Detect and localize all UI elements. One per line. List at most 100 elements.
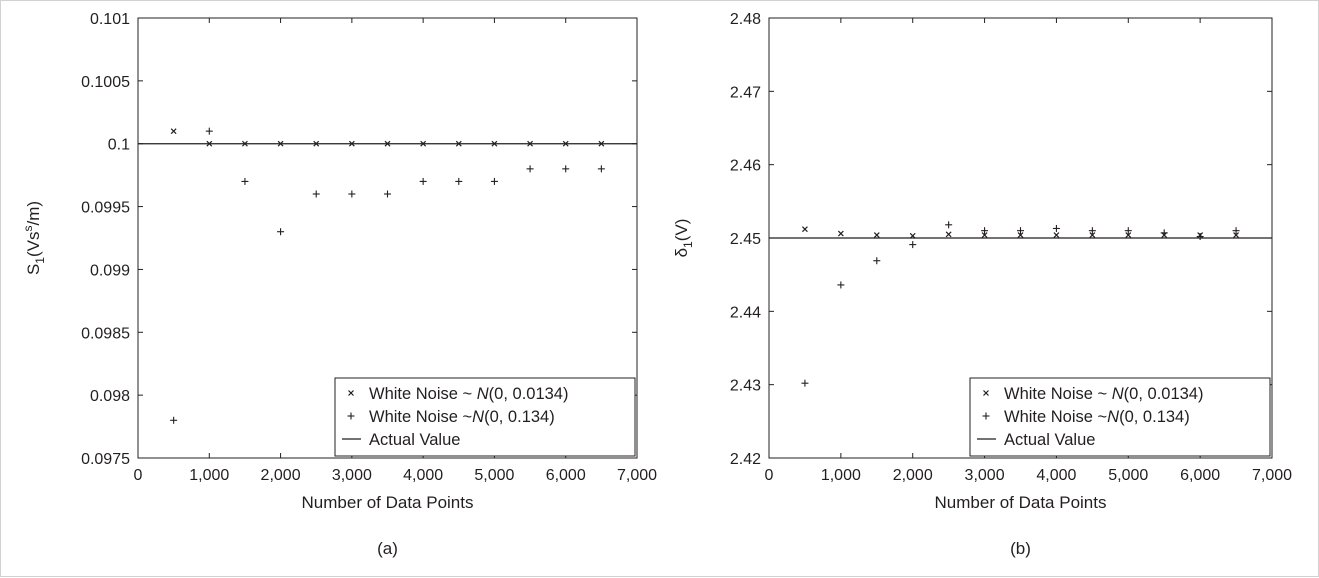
panel-a-plot-frame [137,17,638,459]
panel-a-legend-entry: White Noise ~ N(0, 0.0134) [348,385,568,403]
panel-b-ylabel-subscript: 1 [681,241,695,248]
panel-b-point-x [1017,232,1024,238]
panel-b-ytick-label: 2.45 [730,231,761,248]
panel-b-point-plus [1232,227,1240,235]
panel-a-point-plus [170,416,178,424]
panel-a-xtick-label: 2,000 [261,467,301,484]
panel-a-series-plus [170,127,605,424]
panel-a-point-plus [562,165,570,173]
panel-b-point-plus [1124,227,1132,235]
panel-a-legend-label-italic: N [477,385,489,403]
panel-a-xtick-label: 4,000 [403,467,443,484]
panel-b-point-plus [1160,229,1168,237]
panel-a-point-plus [455,177,463,185]
panel-b-legend-label: Actual Value [1004,431,1095,449]
panel-b-point-x-stroke-b [837,230,844,237]
panel-b-legend: White Noise ~ N(0, 0.0134) White Noise ~N… [969,377,1271,457]
panel-b-point-x [802,226,808,233]
panel-b-point-x-stroke-b [1233,232,1239,238]
panel-b-point-x [1089,232,1096,238]
panel-a-xtick-label: 1,000 [189,467,229,484]
panel-a-legend-label-suffix: (0, 0.0134) [489,385,569,403]
panel-b-xtick-label: 6,000 [1180,467,1220,484]
panel-a-ytick-label: 0.1 [108,137,130,154]
panel-a-legend-box [334,377,636,457]
panel-a-xtick-label: 5,000 [474,467,514,484]
panel-a-ytick-label: 0.098 [90,388,130,405]
panel-a-point-plus [419,177,427,185]
panel-b-ytick-label: 2.48 [730,11,761,28]
panel-b-point-plus [801,379,809,387]
panel-b-legend-label: White Noise ~ N(0, 0.0134) [1004,385,1203,403]
panel-b-point-plus [945,221,953,229]
panel-a-ytick-label: 0.101 [90,11,130,28]
panel-b-point-plus [1196,233,1204,241]
panel-a-point-plus [277,228,285,236]
panel-b-point-plus [1088,227,1096,235]
panel-b-point-x-stroke-b [1053,232,1060,238]
panel-b-legend-label-italic: N [1107,408,1119,426]
panel-b-group: 0 1,000 2,000 3,000 4,000 5,000 6,000 7,000 2.42… [672,11,1292,558]
panel-b-legend-entry: White Noise ~N(0, 0.134) [982,408,1190,426]
panel-b-xtick-label: 2,000 [893,467,933,484]
panel-a-x-axis-label: Number of Data Points [302,493,474,512]
panel-a-legend-entry: White Noise ~N(0, 0.134) [347,408,555,426]
panel-a-point-x [170,128,177,135]
panel-a-xtick-label: 3,000 [332,467,372,484]
panel-b-xtick-label: 0 [765,467,774,484]
panel-a-legend-entry: Actual Value [342,431,460,449]
panel-a-point-plus [241,177,249,185]
panel-a-xtick-label: 0 [134,467,143,484]
panel-b-legend-label-suffix: (0, 0.0134) [1124,385,1204,403]
panel-b-point-x-stroke-b [802,226,808,233]
panel-b-point-x-stroke-b [945,231,952,238]
panel-b-ytick-label: 2.44 [730,304,761,321]
panel-b-point-x [981,232,988,238]
panel-b-y-axis-label: δ1(V) [672,219,695,258]
panel-a-legend-swatch-plus [347,412,355,420]
panel-b-xtick-label: 7,000 [1252,467,1292,484]
panel-b-xtick-label: 3,000 [965,467,1005,484]
panel-a-ylabel-subscript: 1 [33,257,47,264]
panel-b-ytick-label: 2.46 [730,158,761,175]
panel-b-ytick-label: 2.47 [730,84,761,101]
panel-a-legend: White Noise ~ N(0, 0.0134)White Noise ~N… [334,377,636,457]
panel-b-legend-label-suffix: (0, 0.134) [1119,408,1190,426]
panel-a-legend-label: White Noise ~ N(0, 0.0134) [369,385,568,403]
panel-b-xtick-label: 5,000 [1108,467,1148,484]
panel-b-point-x-stroke-b [1089,232,1096,238]
panel-b-legend-label: White Noise ~N(0, 0.134) [1004,408,1190,426]
panel-b-ylabel-main: δ [672,248,691,257]
panel-b-series-x [802,226,1239,239]
panel-b-ytick-label: 2.43 [730,378,761,395]
panel-b-ylabel-unit: (V) [672,219,691,242]
panel-a-legend-label-suffix: (0, 0.134) [484,408,555,426]
panel-b-xtick-label: 1,000 [821,467,861,484]
panel-b-series-plus [801,221,1240,387]
panel-b-point-plus [837,281,845,289]
panel-a-legend-label-prefix: White Noise ~ [369,385,477,403]
panel-b-caption: (b) [1010,539,1031,558]
panel-a-ytick-label: 0.0995 [81,200,130,217]
panel-a-legend-swatch-x [348,390,354,396]
panel-a-legend-label: Actual Value [369,431,460,449]
panel-b-point-plus [873,257,881,265]
panel-b-point-plus [1017,227,1024,235]
panel-a-xtick-label: 7,000 [617,467,657,484]
panel-b-legend-swatch-x-stroke-b [983,390,989,396]
panel-b-x-axis-label: Number of Data Points [935,493,1107,512]
panel-a-legend-swatch-x-stroke-b [348,390,354,396]
panel-a-ytick-label: 0.1005 [81,74,130,91]
panel-b-point-x [873,232,880,238]
panel-a-caption: (a) [377,539,398,558]
panel-a-legend-label-prefix: White Noise ~ [369,408,472,426]
panel-a-point-plus [490,177,498,185]
panel-b-legend-box [969,377,1271,457]
panel-a-point-plus [384,190,391,198]
panel-b-point-x [837,230,844,237]
panel-a-ylabel-main: S [24,264,43,275]
panel-b-point-x-stroke-b [1125,232,1132,238]
panel-a-xtick-label: 6,000 [546,467,586,484]
panel-a-point-x-stroke-b [170,128,177,135]
